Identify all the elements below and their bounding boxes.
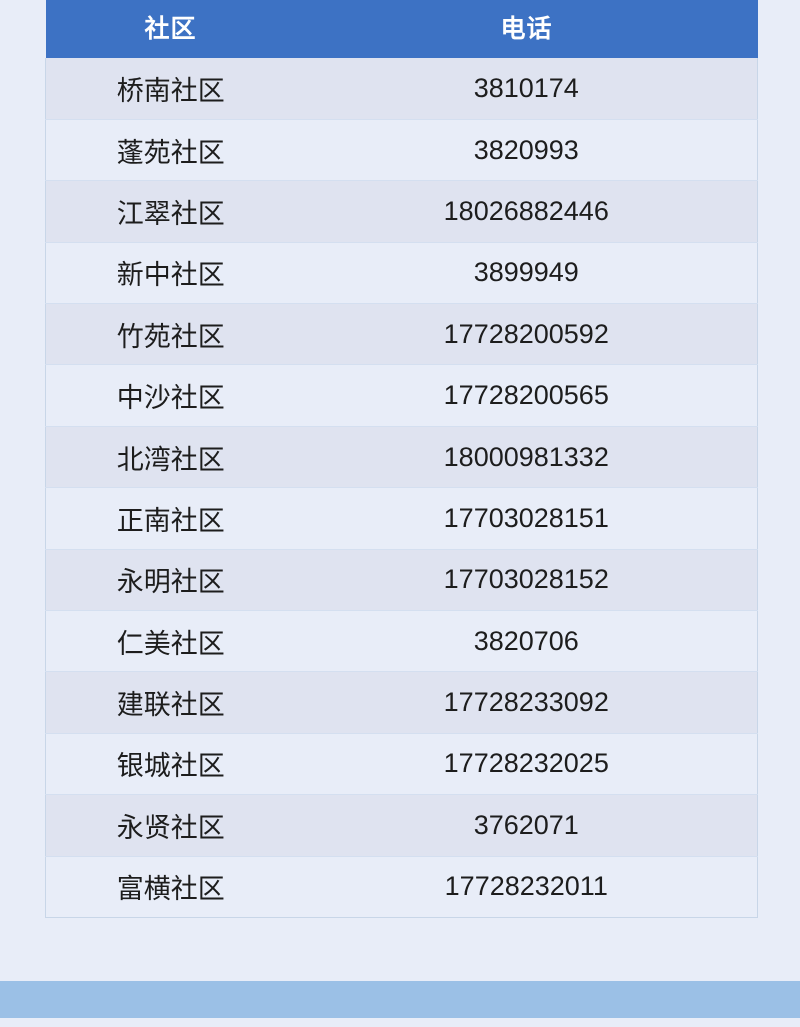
table-header: 社区 电话 xyxy=(45,0,758,58)
cell-phone[interactable]: 3899949 xyxy=(295,242,758,305)
cell-phone[interactable]: 17728200592 xyxy=(295,303,758,366)
column-header-phone: 电话 xyxy=(500,15,553,43)
table-row: 中沙社区 17728200565 xyxy=(45,364,758,427)
cell-phone[interactable]: 18000981332 xyxy=(295,426,758,489)
table-row: 新中社区 3899949 xyxy=(45,242,758,305)
table-row: 富横社区 17728232011 xyxy=(45,856,758,918)
table-header-row: 社区 电话 xyxy=(45,0,758,58)
cell-community: 新中社区 xyxy=(45,242,296,305)
cell-phone[interactable]: 3762071 xyxy=(295,794,758,857)
cell-phone[interactable]: 17728233092 xyxy=(295,671,758,734)
column-header-community: 社区 xyxy=(144,15,197,43)
cell-phone[interactable]: 17728232025 xyxy=(295,733,758,796)
cell-community: 永贤社区 xyxy=(45,794,296,857)
contact-table-grid: 社区 电话 桥南社区 3810174 蓬苑社区 3820993 江翠社区 18026882… xyxy=(45,0,758,918)
table-row: 正南社区 17703028151 xyxy=(45,487,758,550)
cell-community: 正南社区 xyxy=(45,487,296,550)
cell-phone[interactable]: 18026882446 xyxy=(295,180,758,243)
cell-community: 北湾社区 xyxy=(45,426,296,489)
cell-community: 蓬苑社区 xyxy=(45,119,296,182)
cell-community: 银城社区 xyxy=(45,733,296,796)
table-row: 仁美社区 3820706 xyxy=(45,610,758,673)
table-row: 银城社区 17728232025 xyxy=(45,733,758,796)
table-row: 永明社区 17703028152 xyxy=(45,549,758,612)
table-row: 北湾社区 18000981332 xyxy=(45,426,758,489)
bottom-decorative-band xyxy=(0,981,800,1018)
cell-community: 仁美社区 xyxy=(45,610,296,673)
cell-phone[interactable]: 3810174 xyxy=(295,58,758,120)
table-row: 永贤社区 3762071 xyxy=(45,794,758,857)
cell-community: 富横社区 xyxy=(45,856,296,918)
table-row: 江翠社区 18026882446 xyxy=(45,180,758,243)
cell-phone[interactable]: 17703028151 xyxy=(295,487,758,550)
cell-community: 江翠社区 xyxy=(45,180,296,243)
table-body: 桥南社区 3810174 蓬苑社区 3820993 江翠社区 18026882446 新中社… xyxy=(45,58,758,918)
cell-phone[interactable]: 17728200565 xyxy=(295,364,758,427)
table-row: 桥南社区 3810174 xyxy=(45,58,758,120)
cell-community: 桥南社区 xyxy=(45,58,296,120)
table-row: 竹苑社区 17728200592 xyxy=(45,303,758,366)
cell-phone[interactable]: 17703028152 xyxy=(295,549,758,612)
cell-phone[interactable]: 3820993 xyxy=(295,119,758,182)
cell-phone[interactable]: 3820706 xyxy=(295,610,758,673)
table-row: 建联社区 17728233092 xyxy=(45,671,758,734)
cell-community: 永明社区 xyxy=(45,549,296,612)
cell-community: 中沙社区 xyxy=(45,364,296,427)
cell-community: 竹苑社区 xyxy=(45,303,296,366)
cell-phone[interactable]: 17728232011 xyxy=(295,856,758,918)
community-contact-table: 社区 电话 桥南社区 3810174 蓬苑社区 3820993 江翠社区 18026882… xyxy=(45,0,758,918)
cell-community: 建联社区 xyxy=(45,671,296,734)
table-row: 蓬苑社区 3820993 xyxy=(45,119,758,182)
